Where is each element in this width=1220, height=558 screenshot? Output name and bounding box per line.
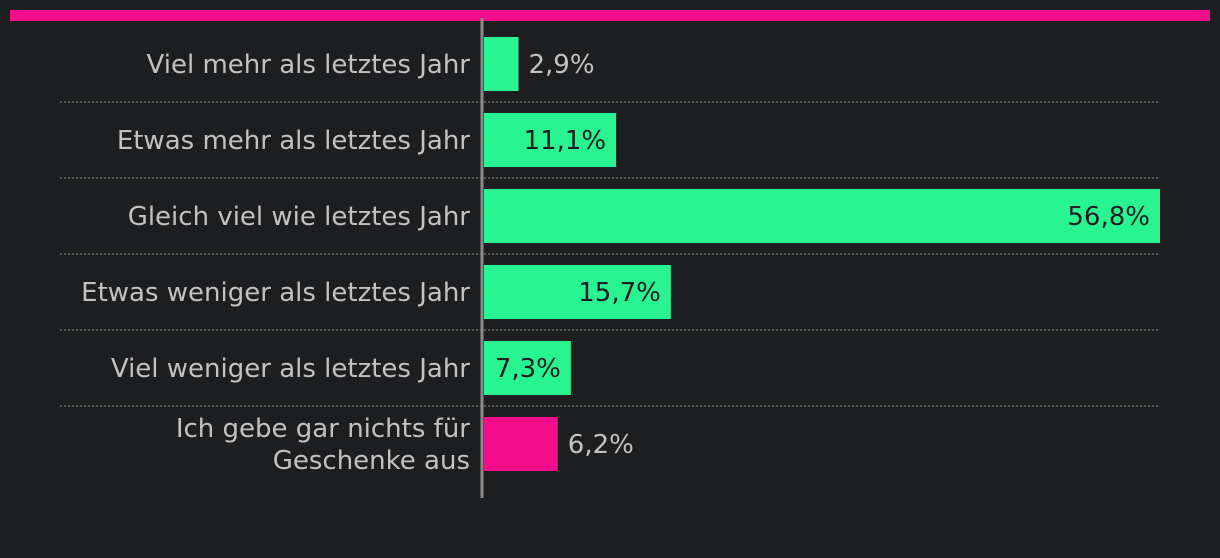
accent-top-bar — [10, 10, 1210, 21]
category-label: Viel mehr als letztes Jahr — [147, 50, 471, 80]
bar — [484, 341, 571, 395]
category-label: Etwas mehr als letztes Jahr — [117, 126, 470, 156]
value-label: 6,2% — [568, 430, 634, 460]
category-label: Ich gebe gar nichts für — [176, 414, 470, 444]
category-label: Viel weniger als letztes Jahr — [111, 354, 470, 384]
value-label: 15,7% — [578, 278, 661, 308]
category-label: Etwas weniger als letztes Jahr — [81, 278, 470, 308]
category-label: Geschenke aus — [273, 446, 470, 476]
bar — [484, 113, 617, 167]
bar — [484, 189, 1160, 243]
value-label: 11,1% — [523, 126, 606, 156]
value-label: 56,8% — [1067, 202, 1150, 232]
value-label: 2,9% — [529, 50, 595, 80]
bar — [484, 417, 558, 471]
bar — [484, 37, 519, 91]
value-label: 7,3% — [495, 354, 561, 384]
category-label: Gleich viel wie letztes Jahr — [128, 202, 471, 232]
bar — [484, 265, 671, 319]
